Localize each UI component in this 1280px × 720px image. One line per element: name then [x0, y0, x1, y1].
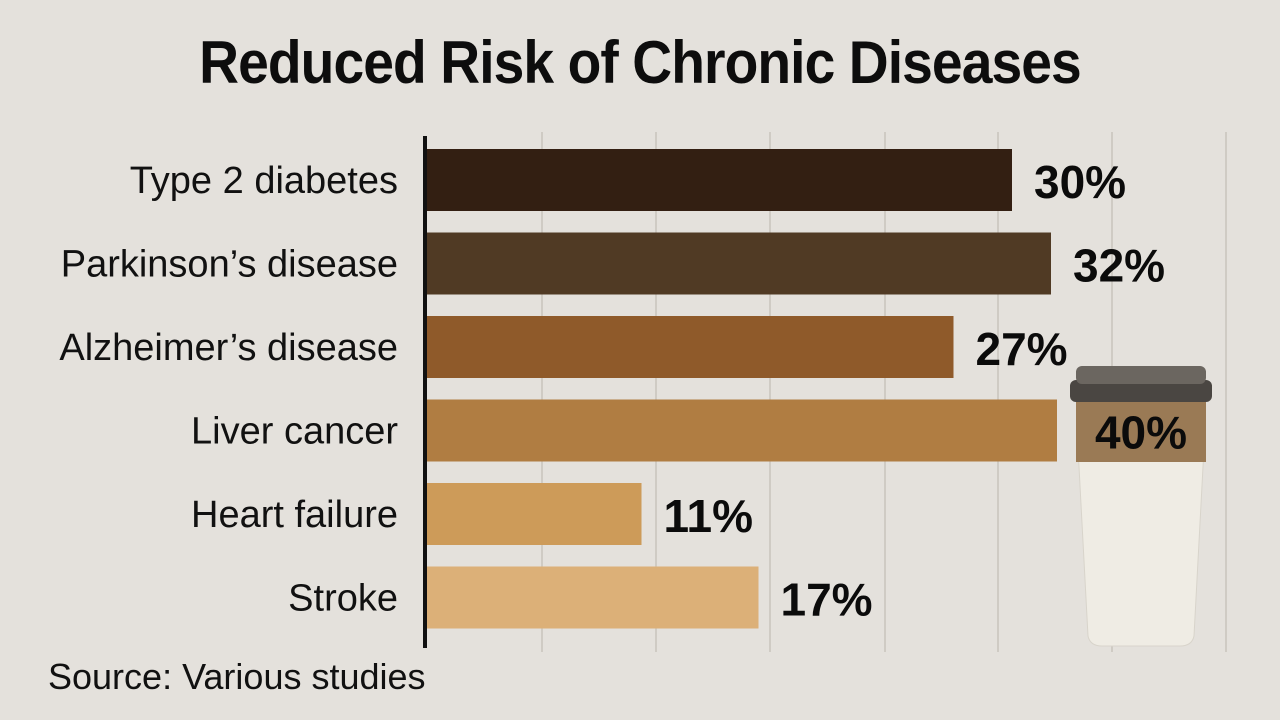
value-label: 17% [781, 574, 873, 626]
value-label: 32% [1073, 240, 1165, 292]
value-label: 11% [664, 490, 754, 542]
value-label: 30% [1034, 156, 1126, 208]
bar [427, 316, 954, 378]
category-label: Type 2 diabetes [130, 160, 398, 202]
value-label: 27% [976, 323, 1068, 375]
bar [427, 149, 1012, 211]
value-label: 40% [1095, 407, 1187, 459]
bars [427, 149, 1057, 629]
category-label: Heart failure [191, 494, 398, 536]
chart-title: Reduced Risk of Chronic Diseases [199, 29, 1082, 96]
category-labels: Type 2 diabetes Parkinson’s disease Alzhei… [59, 160, 398, 620]
value-labels: 30% 32%27% 40% 11% 17% [664, 156, 1188, 626]
bar [427, 399, 1057, 462]
bar [427, 232, 1051, 295]
source-note: Source: Various studies [48, 656, 426, 697]
category-label: Alzheimer’s disease [59, 327, 398, 369]
bar [427, 483, 642, 545]
bar [427, 566, 759, 629]
category-label: Liver cancer [191, 411, 398, 453]
category-label: Parkinson’s disease [61, 244, 398, 286]
category-label: Stroke [288, 578, 398, 620]
coffee-cup-icon [1070, 366, 1212, 647]
